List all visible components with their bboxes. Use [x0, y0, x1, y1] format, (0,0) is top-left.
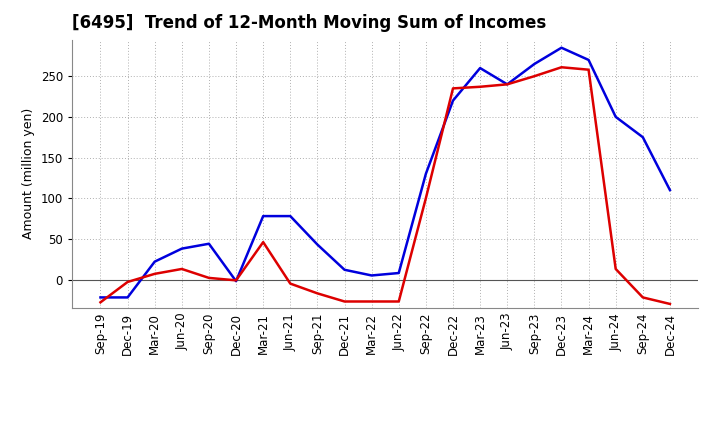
Net Income — [150, 271, 159, 276]
Ordinary Income — [557, 45, 566, 50]
Net Income — [313, 291, 322, 296]
Net Income — [584, 67, 593, 72]
Net Income — [341, 299, 349, 304]
Ordinary Income — [611, 114, 620, 120]
Y-axis label: Amount (million yen): Amount (million yen) — [22, 108, 35, 239]
Ordinary Income — [232, 279, 240, 284]
Net Income — [286, 281, 294, 286]
Ordinary Income — [204, 241, 213, 246]
Net Income — [449, 86, 457, 91]
Ordinary Income — [639, 135, 647, 140]
Net Income — [178, 266, 186, 271]
Ordinary Income — [367, 273, 376, 278]
Ordinary Income — [96, 295, 105, 300]
Net Income — [557, 65, 566, 70]
Ordinary Income — [665, 187, 674, 193]
Ordinary Income — [313, 242, 322, 247]
Ordinary Income — [259, 213, 268, 219]
Line: Net Income: Net Income — [101, 67, 670, 304]
Ordinary Income — [449, 98, 457, 103]
Ordinary Income — [503, 82, 511, 87]
Net Income — [259, 239, 268, 245]
Ordinary Income — [530, 61, 539, 66]
Net Income — [611, 266, 620, 271]
Net Income — [665, 301, 674, 307]
Net Income — [503, 82, 511, 87]
Ordinary Income — [421, 171, 430, 176]
Ordinary Income — [476, 66, 485, 71]
Ordinary Income — [395, 271, 403, 276]
Net Income — [421, 195, 430, 201]
Net Income — [530, 73, 539, 79]
Net Income — [395, 299, 403, 304]
Ordinary Income — [150, 259, 159, 264]
Text: [6495]  Trend of 12-Month Moving Sum of Incomes: [6495] Trend of 12-Month Moving Sum of I… — [72, 15, 546, 33]
Net Income — [476, 84, 485, 89]
Ordinary Income — [584, 57, 593, 62]
Ordinary Income — [286, 213, 294, 219]
Ordinary Income — [123, 295, 132, 300]
Net Income — [639, 295, 647, 300]
Net Income — [204, 275, 213, 281]
Ordinary Income — [341, 267, 349, 272]
Line: Ordinary Income: Ordinary Income — [101, 48, 670, 297]
Net Income — [123, 279, 132, 285]
Net Income — [367, 299, 376, 304]
Ordinary Income — [178, 246, 186, 251]
Net Income — [232, 278, 240, 283]
Net Income — [96, 300, 105, 305]
